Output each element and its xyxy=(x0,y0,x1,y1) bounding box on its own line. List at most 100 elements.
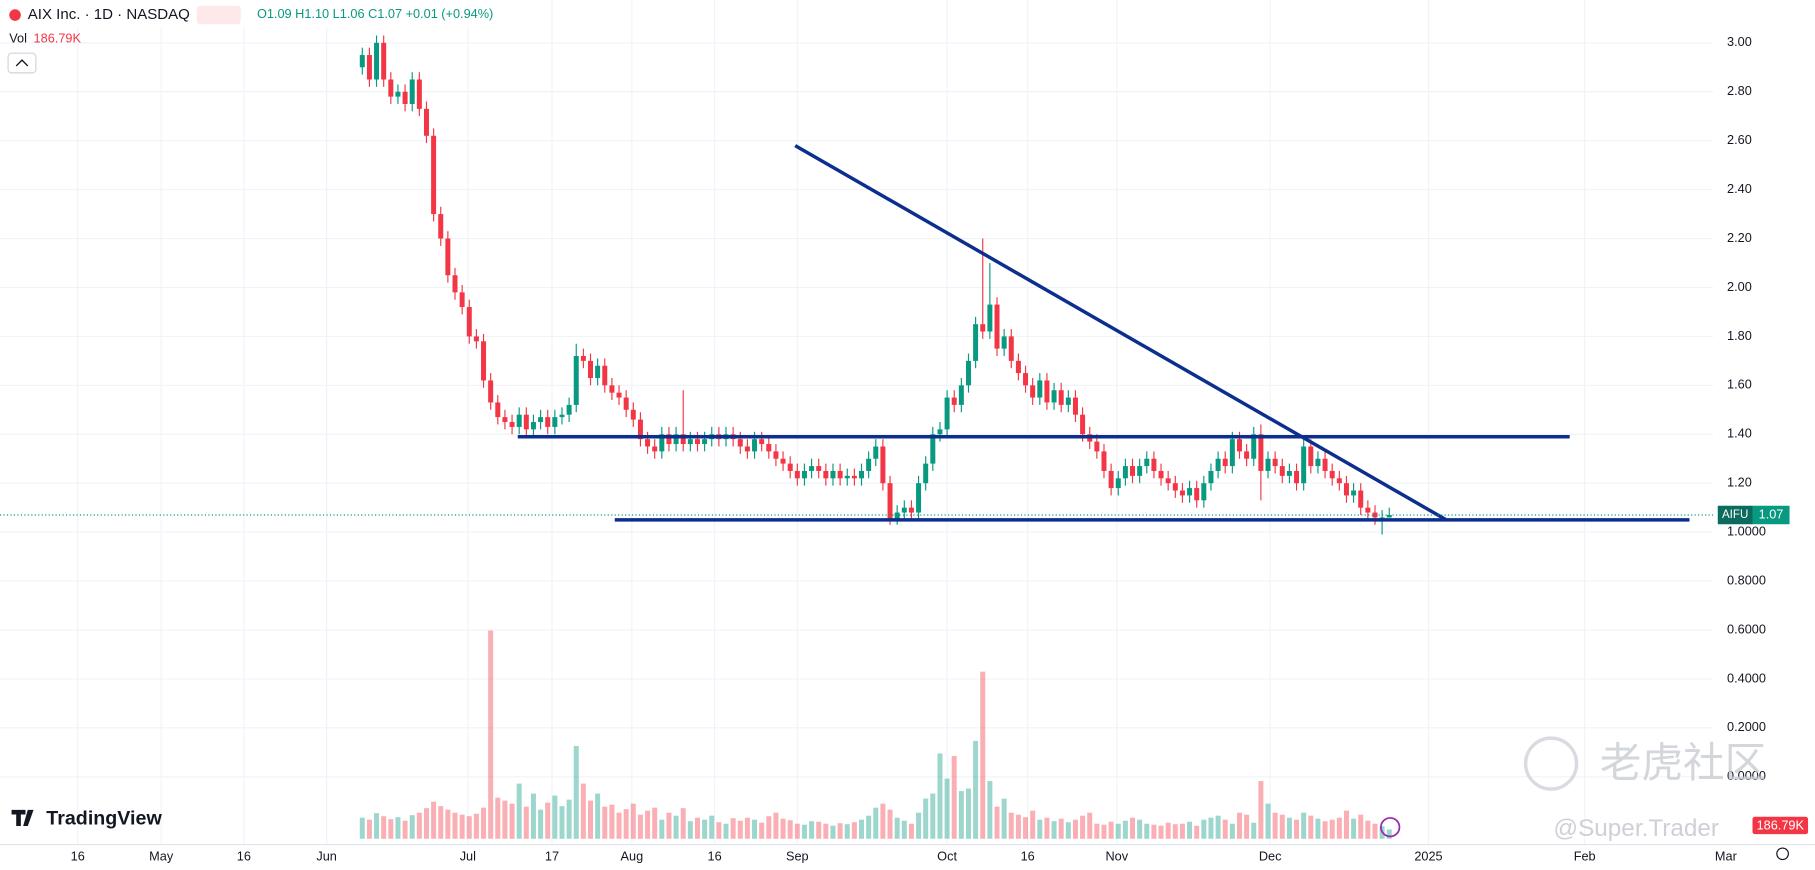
volume-bar xyxy=(1208,817,1214,839)
candle-body xyxy=(809,466,815,471)
candles xyxy=(359,35,1392,535)
volume-bar xyxy=(958,791,964,839)
candle-body xyxy=(1015,360,1021,374)
volume-bar xyxy=(481,807,487,839)
volume-bar xyxy=(1222,819,1228,839)
candle-body xyxy=(830,470,836,479)
price-axis-bg xyxy=(1713,0,1815,845)
volume-bar xyxy=(1001,798,1007,839)
candle-body xyxy=(1001,336,1007,349)
volume-bar xyxy=(402,820,408,839)
candle-body xyxy=(1151,458,1157,471)
candle-body xyxy=(873,446,879,459)
volume-bar xyxy=(609,804,615,839)
candle-body xyxy=(937,429,943,435)
candle-body xyxy=(1030,385,1036,398)
volume-bar xyxy=(1251,822,1257,839)
candle-body xyxy=(773,451,779,459)
volume-bar xyxy=(923,798,929,839)
volume-bar xyxy=(516,783,522,839)
volume-bar xyxy=(1301,812,1307,839)
candle-body xyxy=(766,444,772,452)
volume-bar xyxy=(973,740,979,839)
volume-bar xyxy=(866,815,872,839)
candle-body xyxy=(737,439,743,447)
volume-bar xyxy=(965,788,971,839)
ohlc-open: O1.09 xyxy=(257,6,292,21)
candle-body xyxy=(1322,458,1328,471)
volume-bar xyxy=(1037,819,1043,839)
volume-title: Vol xyxy=(9,31,27,46)
candle-body xyxy=(602,365,608,386)
volume-bar xyxy=(466,816,472,839)
collapse-button[interactable] xyxy=(7,52,37,74)
watermark-site: 老虎社区 xyxy=(1600,739,1767,786)
candle-body xyxy=(1137,466,1143,476)
candle-body xyxy=(659,434,665,452)
candle-body xyxy=(438,214,444,239)
x-tick-label: 2025 xyxy=(1414,849,1442,864)
candle-body xyxy=(595,365,601,378)
volume-bar xyxy=(1087,812,1093,839)
volume-bar xyxy=(431,801,437,839)
candle-body xyxy=(445,238,451,276)
volume-bar xyxy=(1315,818,1321,839)
volume-bar xyxy=(916,812,922,839)
candle-body xyxy=(1343,483,1349,496)
candle-body xyxy=(573,355,579,405)
volume-bar xyxy=(702,819,708,839)
volume-bar xyxy=(1122,820,1128,839)
volume-bar xyxy=(830,825,836,839)
settings-icon[interactable] xyxy=(1776,847,1789,861)
candle-body xyxy=(673,434,679,445)
candle-body xyxy=(1358,490,1364,508)
volume-bar xyxy=(538,809,544,839)
volume-bar xyxy=(438,806,444,839)
volume-bar xyxy=(659,819,665,839)
candle-body xyxy=(801,470,807,479)
watermark-author: @Super.Trader xyxy=(1553,815,1719,842)
volume-bar xyxy=(580,783,586,839)
indicator-badge[interactable] xyxy=(196,5,241,25)
volume-bar xyxy=(1336,817,1342,839)
candle-body xyxy=(666,434,672,445)
volume-bar xyxy=(395,817,401,839)
volume-bar xyxy=(1151,824,1157,839)
volume-bar xyxy=(1065,822,1071,839)
volume-bar xyxy=(559,806,565,839)
volume-bar xyxy=(766,816,772,839)
volume-bar xyxy=(1008,812,1014,839)
y-tick-label: 1.60 xyxy=(1727,377,1752,392)
volume-bar xyxy=(680,808,686,839)
candle-body xyxy=(680,434,686,445)
candle-body xyxy=(1115,478,1121,489)
volume-bar xyxy=(573,745,579,839)
candle-body xyxy=(1215,458,1221,471)
candle-body xyxy=(502,417,508,423)
candle-body xyxy=(1144,458,1150,467)
volume-bar xyxy=(787,820,793,839)
candle-body xyxy=(1008,336,1014,361)
volume-bar xyxy=(1272,812,1278,839)
candle-body xyxy=(965,360,971,386)
volume-bar xyxy=(566,799,572,839)
volume-bar xyxy=(1158,825,1164,839)
candle-body xyxy=(1301,446,1307,484)
candle-body xyxy=(1172,483,1178,491)
volume-bar xyxy=(1108,821,1114,839)
y-tick-label: 0.8000 xyxy=(1727,572,1766,587)
volume-bar xyxy=(1329,819,1335,839)
volume-bar xyxy=(388,819,394,839)
volume-bar xyxy=(1236,812,1242,839)
volume-bar xyxy=(1279,814,1285,839)
event-icon[interactable] xyxy=(1380,817,1401,838)
candle-body xyxy=(1286,470,1292,476)
y-tick-label: 2.20 xyxy=(1727,230,1752,245)
volume-pane xyxy=(359,630,1392,839)
volume-bar xyxy=(423,808,429,839)
volume-bar xyxy=(652,807,658,839)
volume-bar xyxy=(1343,810,1349,839)
volume-bar xyxy=(687,821,693,839)
candle-body xyxy=(374,42,380,80)
